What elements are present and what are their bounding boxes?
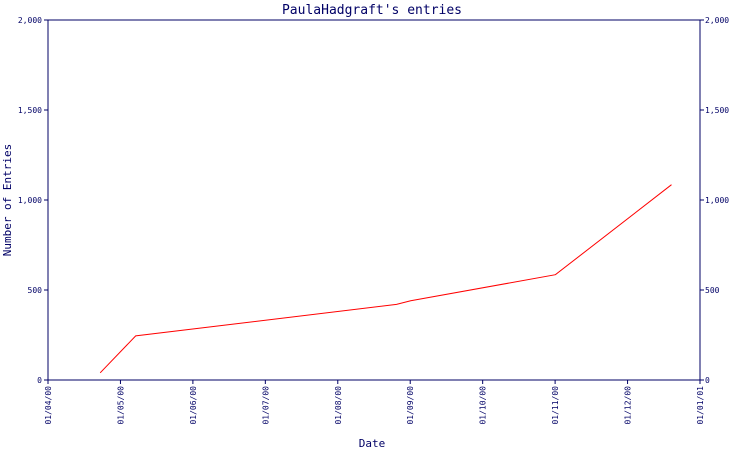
y-tick-label-left: 0 <box>37 376 42 385</box>
y-tick-label-right: 1,000 <box>705 196 729 205</box>
plot-area <box>47 19 701 381</box>
y-tick-label-right: 0 <box>705 376 710 385</box>
x-tick-label: 01/09/00 <box>406 386 415 425</box>
y-axis-right: 0 500 1,000 1,500 2,000 <box>700 16 729 385</box>
x-tick-label: 01/10/00 <box>479 386 488 425</box>
series-line <box>99 184 672 374</box>
x-tick-label: 01/12/00 <box>624 386 633 425</box>
x-tick-label: 01/07/00 <box>261 386 270 425</box>
y-axis-left: 0 500 1,000 1,500 2,000 <box>18 16 48 385</box>
y-tick-label-left: 1,000 <box>18 196 42 205</box>
x-tick-label: 01/05/00 <box>116 386 125 425</box>
chart-title: PaulaHadgraft's entries <box>282 3 462 18</box>
x-tick-label: 01/11/00 <box>551 386 560 425</box>
y-axis-title: Number of Entries <box>1 144 14 257</box>
x-axis-title: Date <box>359 437 386 450</box>
series-layer <box>99 184 672 374</box>
y-tick-label-left: 500 <box>28 286 43 295</box>
x-tick-label: 01/01/01 <box>696 386 705 425</box>
y-tick-label-right: 1,500 <box>705 106 729 115</box>
x-tick-label: 01/04/00 <box>44 386 53 425</box>
y-tick-label-right: 2,000 <box>705 16 729 25</box>
y-tick-label-left: 2,000 <box>18 16 42 25</box>
x-tick-label: 01/08/00 <box>334 386 343 425</box>
x-axis: 01/04/00 01/05/00 01/06/00 01/07/00 01/08/00… <box>44 380 705 425</box>
y-tick-label-left: 1,500 <box>18 106 42 115</box>
y-tick-label-right: 500 <box>705 286 720 295</box>
x-tick-label: 01/06/00 <box>189 386 198 425</box>
